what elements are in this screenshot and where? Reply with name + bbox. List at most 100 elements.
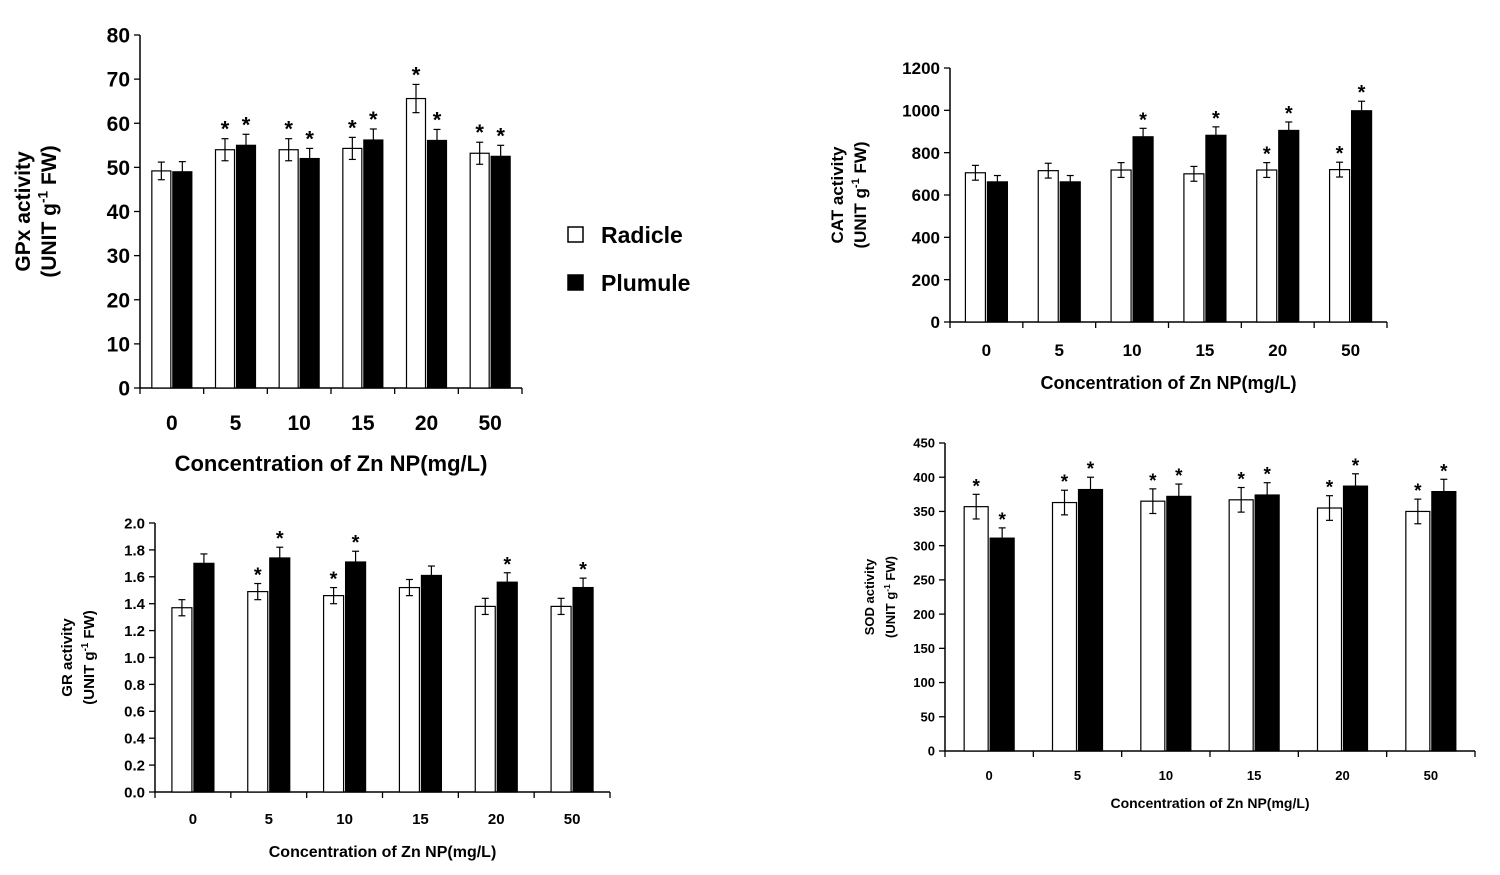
radicle-bar [342, 147, 363, 389]
x-tick-label: 15 [412, 811, 429, 828]
y-tick-label: 1.2 [124, 623, 145, 640]
significance-star: * [369, 107, 378, 132]
radicle-bar [550, 605, 572, 793]
significance-star: * [305, 126, 314, 151]
radicle-bar [963, 506, 989, 752]
x-axis-title: Concentration of Zn NP(mg/L) [1041, 373, 1297, 393]
significance-star: * [221, 117, 230, 142]
y-tick-label: 200 [913, 607, 935, 622]
significance-star: * [1285, 103, 1293, 125]
significance-star: * [284, 117, 293, 142]
y-tick-label: 60 [107, 113, 130, 136]
radicle-bar [1328, 169, 1351, 323]
y-tick-label: 1.8 [124, 542, 145, 559]
radicle-bar [1316, 507, 1343, 752]
significance-star: * [1358, 82, 1366, 104]
plumule-bar [1166, 495, 1192, 752]
y-tick-label: 1000 [902, 101, 940, 120]
x-tick-label: 50 [478, 412, 501, 435]
radicle-bar [322, 595, 345, 793]
y-tick-label: 400 [912, 228, 940, 247]
y-tick-label: 20 [107, 289, 130, 312]
x-tick-label: 5 [265, 811, 273, 828]
significance-star: * [1087, 459, 1095, 480]
significance-star: * [254, 565, 262, 587]
y-axis-title-line2: (UNIT g-1 FW) [80, 610, 98, 704]
y-tick-label: 0.6 [124, 704, 145, 721]
radicle-bar [1037, 170, 1059, 323]
plumule-bar [426, 139, 448, 389]
chart-gr: 0.0 0.2 0.4 0.6 0.8 1.0 1.2 1.4 1.6 1.8 2.0 0 5 * * 10 *… [59, 515, 611, 861]
x-tick-label: 5 [230, 412, 242, 435]
legend-label-radicle: Radicle [601, 222, 683, 248]
x-tick-label: 0 [189, 811, 197, 828]
plumule-bar [1254, 494, 1280, 752]
x-tick-label: 20 [1268, 341, 1287, 360]
y-tick-label: 0 [118, 378, 130, 401]
plumule-bar [299, 157, 320, 389]
x-axis-title: Concentration of Zn NP(mg/L) [1110, 795, 1309, 811]
x-tick-label: 15 [1247, 768, 1261, 783]
x-tick-label: 10 [1123, 341, 1142, 360]
significance-star: * [579, 559, 587, 581]
y-tick-label: 10 [107, 333, 130, 356]
radicle-bar [1140, 500, 1166, 752]
radicle-bar [474, 605, 496, 793]
y-tick-label: 50 [107, 157, 130, 180]
plumule-bar [1342, 485, 1369, 752]
y-axis-title-line2: (UNIT g-1 FW) [850, 141, 870, 248]
y-tick-label: 250 [913, 573, 935, 588]
plumule-bar [986, 181, 1009, 323]
y-tick-label: 300 [913, 538, 935, 553]
y-axis-title-line1: CAT activity [828, 146, 847, 244]
plumule-bar [363, 139, 384, 389]
radicle-bar [398, 586, 421, 793]
x-axis-title: Concentration of Zn NP(mg/L) [175, 451, 488, 476]
y-tick-label: 800 [912, 144, 940, 163]
significance-star: * [352, 532, 360, 554]
chart-cat: 0 200 400 600 800 1000 1200 0 5 10 * 15 * 20 * * 50 * * Con… [828, 59, 1388, 393]
plumule-bar [1132, 136, 1154, 323]
radicle-bar [964, 172, 987, 323]
radicle-bar [278, 149, 299, 389]
y-tick-label: 0 [928, 744, 935, 759]
radicle-bar [469, 152, 490, 389]
radicle-bar [151, 170, 172, 389]
y-tick-label: 40 [107, 201, 130, 224]
y-axis-title-line1: SOD activity [862, 558, 877, 635]
radicle-bar [1183, 173, 1205, 323]
plumule-bar [193, 562, 215, 793]
significance-star: * [348, 115, 357, 140]
significance-star: * [1263, 465, 1271, 486]
y-tick-label: 100 [913, 675, 935, 690]
legend-label-plumule: Plumule [601, 270, 690, 296]
plumule-bar [989, 537, 1015, 752]
y-tick-label: 0.0 [124, 784, 145, 801]
x-tick-label: 0 [986, 768, 993, 783]
y-tick-label: 0.4 [124, 731, 146, 748]
y-tick-label: 1.6 [124, 569, 145, 586]
x-tick-label: 20 [1335, 768, 1349, 783]
y-tick-label: 200 [912, 271, 940, 290]
y-tick-label: 30 [107, 245, 130, 268]
significance-star: * [1263, 144, 1271, 166]
radicle-bar [1051, 501, 1078, 752]
radicle-bar [1228, 499, 1254, 752]
significance-star: * [433, 107, 442, 132]
y-tick-label: 80 [107, 25, 130, 48]
x-tick-label: 0 [166, 412, 178, 435]
x-tick-label: 50 [564, 811, 581, 828]
significance-star: * [276, 528, 284, 550]
y-tick-label: 0.2 [124, 758, 145, 775]
significance-star: * [1336, 143, 1344, 165]
x-tick-label: 15 [351, 412, 375, 435]
significance-star: * [1440, 461, 1448, 482]
significance-star: * [1149, 471, 1157, 492]
radicle-bar [1405, 510, 1431, 752]
radicle-bar [214, 149, 236, 389]
x-tick-label: 5 [1055, 341, 1064, 360]
y-tick-label: 150 [913, 641, 935, 656]
y-tick-label: 0.8 [124, 677, 145, 694]
significance-star: * [242, 112, 251, 137]
y-axis-title-line1: GPx activity [12, 151, 35, 272]
